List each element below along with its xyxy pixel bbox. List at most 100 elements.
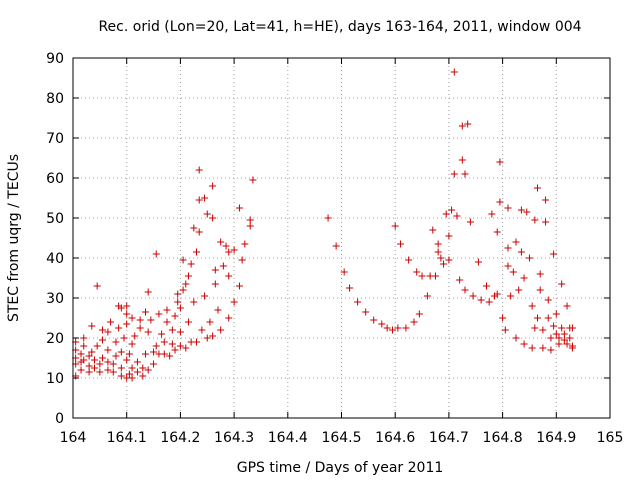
data-point bbox=[128, 340, 136, 348]
data-point bbox=[176, 328, 184, 336]
data-point bbox=[107, 318, 115, 326]
data-point bbox=[85, 362, 93, 370]
data-point bbox=[80, 342, 88, 350]
data-point bbox=[120, 334, 128, 342]
data-point bbox=[558, 324, 566, 332]
data-point bbox=[150, 360, 158, 368]
x-tick-label: 164.2 bbox=[160, 430, 200, 446]
data-point bbox=[389, 326, 397, 334]
data-point bbox=[179, 286, 187, 294]
data-point bbox=[560, 336, 568, 344]
data-point bbox=[458, 156, 466, 164]
data-point bbox=[160, 350, 168, 358]
data-point bbox=[201, 292, 209, 300]
data-point bbox=[160, 338, 168, 346]
data-point bbox=[225, 248, 233, 256]
data-point bbox=[391, 222, 399, 230]
data-point bbox=[552, 330, 560, 338]
data-point bbox=[512, 238, 520, 246]
data-point bbox=[413, 268, 421, 276]
data-point bbox=[547, 346, 555, 354]
data-point bbox=[96, 368, 104, 376]
data-point bbox=[332, 242, 340, 250]
data-point bbox=[117, 372, 125, 380]
data-point bbox=[517, 206, 525, 214]
data-point bbox=[458, 122, 466, 130]
data-point bbox=[474, 258, 482, 266]
data-point bbox=[238, 256, 246, 264]
data-point bbox=[117, 304, 125, 312]
data-point bbox=[225, 272, 233, 280]
data-point bbox=[158, 330, 166, 338]
data-point bbox=[171, 312, 179, 320]
data-point bbox=[496, 198, 504, 206]
data-point bbox=[123, 320, 131, 328]
data-point bbox=[493, 228, 501, 236]
data-point bbox=[235, 204, 243, 212]
data-point bbox=[209, 214, 217, 222]
data-point bbox=[176, 342, 184, 350]
data-point bbox=[477, 296, 485, 304]
data-point bbox=[568, 324, 576, 332]
data-point bbox=[534, 314, 542, 322]
data-point bbox=[528, 344, 536, 352]
data-point bbox=[217, 238, 225, 246]
data-point bbox=[509, 268, 517, 276]
data-point bbox=[112, 352, 120, 360]
data-point bbox=[523, 208, 531, 216]
x-tick-label: 164.9 bbox=[536, 430, 576, 446]
data-point bbox=[346, 284, 354, 292]
data-point bbox=[211, 280, 219, 288]
data-point bbox=[139, 372, 147, 380]
data-point bbox=[141, 350, 149, 358]
data-point bbox=[93, 342, 101, 350]
data-point bbox=[536, 270, 544, 278]
data-point bbox=[109, 368, 117, 376]
data-point bbox=[563, 340, 571, 348]
data-point bbox=[190, 224, 198, 232]
data-point bbox=[203, 334, 211, 342]
data-point bbox=[193, 338, 201, 346]
chart-title: Rec. orid (Lon=20, Lat=41, h=HE), days 1… bbox=[98, 19, 581, 35]
data-point bbox=[109, 360, 117, 368]
data-point bbox=[214, 306, 222, 314]
data-point bbox=[448, 206, 456, 214]
data-point bbox=[563, 302, 571, 310]
data-point bbox=[80, 356, 88, 364]
data-point bbox=[542, 196, 550, 204]
data-point bbox=[482, 282, 490, 290]
data-point bbox=[171, 346, 179, 354]
data-point bbox=[90, 356, 98, 364]
data-point bbox=[512, 334, 520, 342]
x-tick-label: 164.3 bbox=[214, 430, 254, 446]
data-point bbox=[128, 364, 136, 372]
data-point bbox=[415, 310, 423, 318]
data-point bbox=[195, 196, 203, 204]
data-point bbox=[550, 250, 558, 258]
data-point bbox=[163, 306, 171, 314]
data-point bbox=[429, 226, 437, 234]
data-point bbox=[517, 248, 525, 256]
data-point bbox=[90, 364, 98, 372]
y-tick-label: 10 bbox=[46, 371, 64, 387]
data-point bbox=[168, 326, 176, 334]
y-tick-label: 20 bbox=[46, 331, 64, 347]
y-tick-label: 50 bbox=[46, 211, 64, 227]
data-point bbox=[461, 286, 469, 294]
data-point bbox=[525, 254, 533, 262]
data-point bbox=[539, 326, 547, 334]
data-point bbox=[434, 248, 442, 256]
x-tick-label: 164.8 bbox=[483, 430, 523, 446]
data-point bbox=[370, 316, 378, 324]
data-point bbox=[190, 298, 198, 306]
data-point bbox=[445, 256, 453, 264]
data-point bbox=[198, 326, 206, 334]
data-point bbox=[176, 304, 184, 312]
data-point bbox=[141, 308, 149, 316]
data-point bbox=[211, 266, 219, 274]
data-point bbox=[93, 282, 101, 290]
x-tick-label: 164.5 bbox=[321, 430, 361, 446]
data-point bbox=[203, 210, 211, 218]
data-point bbox=[555, 334, 563, 342]
data-point bbox=[131, 332, 139, 340]
